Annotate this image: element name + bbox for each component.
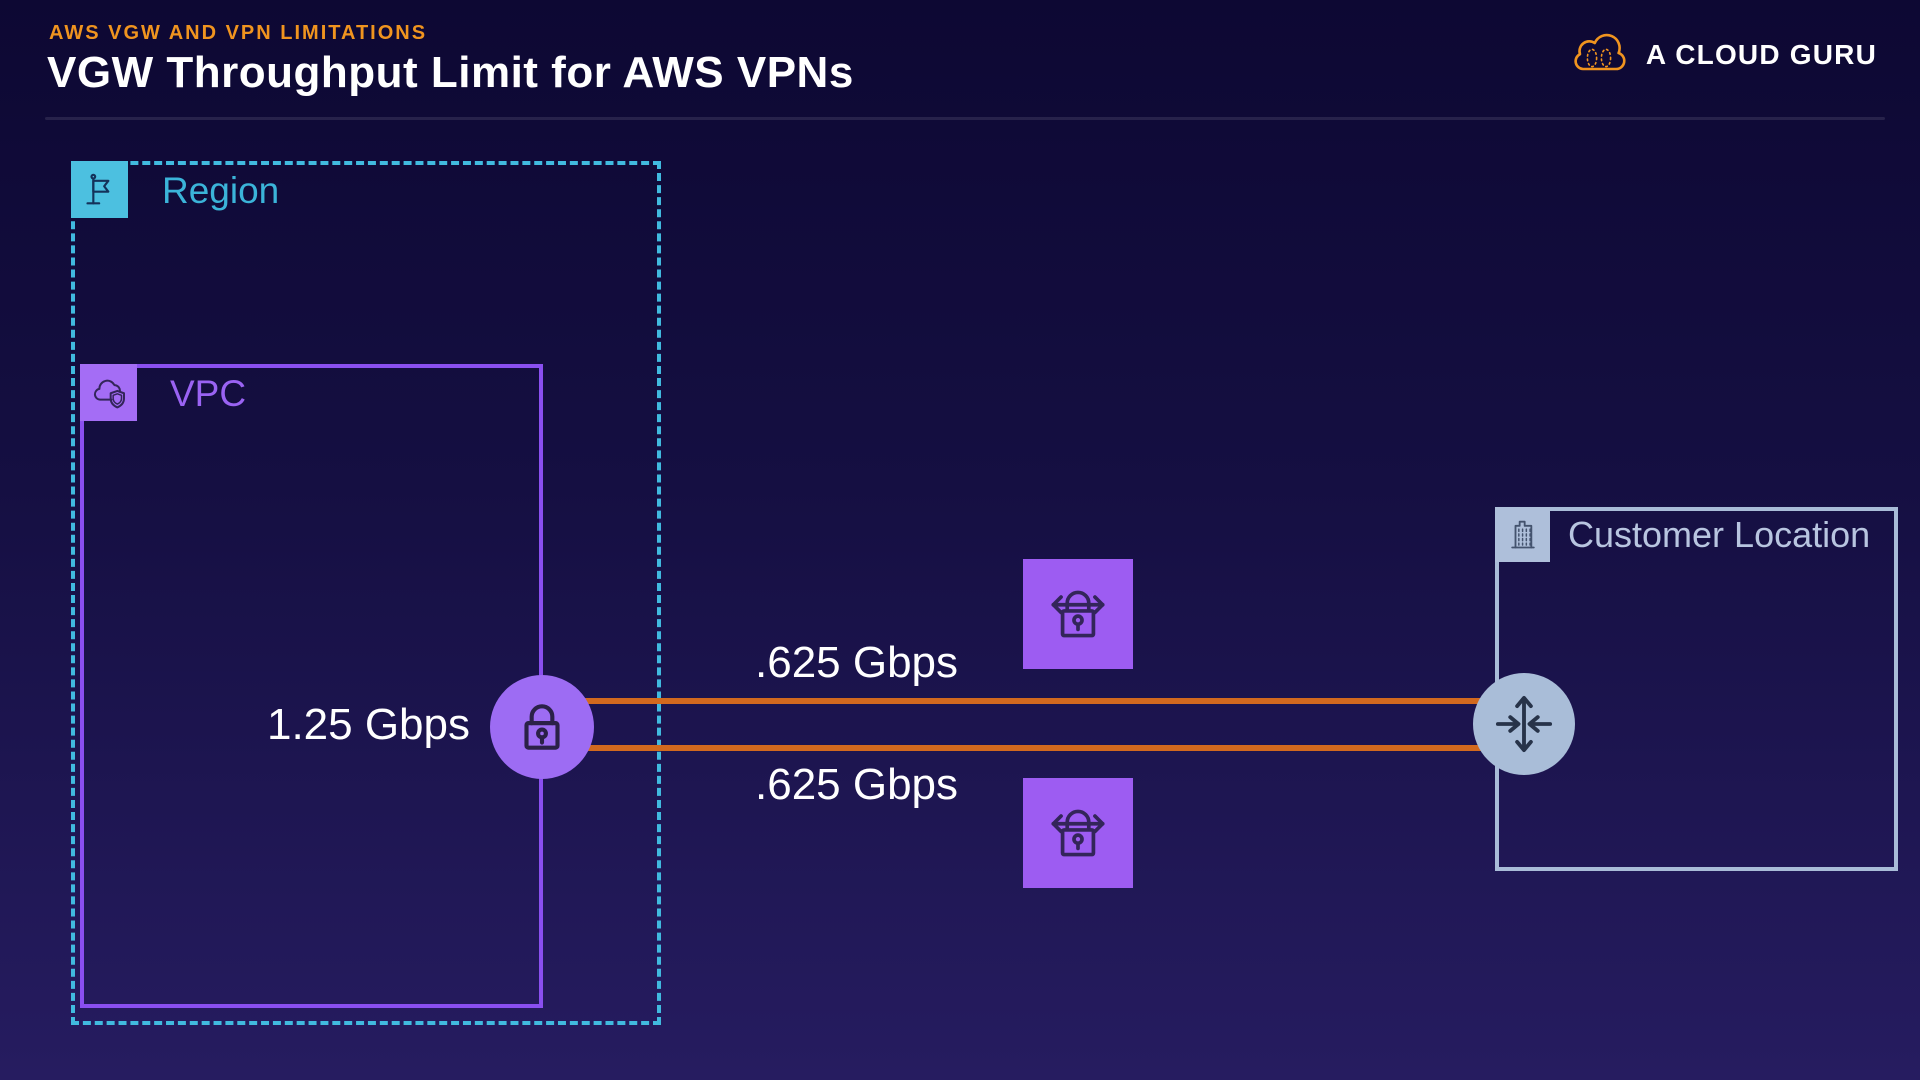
vpn-tunnel-line-1: [542, 698, 1524, 704]
building-icon: [1495, 507, 1550, 562]
customer-location-label: Customer Location: [1568, 514, 1871, 555]
cloud-shield-icon: [80, 364, 137, 421]
tunnel-throughput-label-1: .625 Gbps: [755, 638, 959, 687]
brand-name: A CLOUD GURU: [1645, 39, 1877, 70]
header-divider: [45, 117, 1885, 120]
flag-icon: [71, 161, 128, 218]
region-box: [71, 161, 661, 1025]
vpn-lock-arrow-icon: [1051, 590, 1105, 638]
vpn-lock-arrow-icon: [1051, 809, 1105, 857]
vpc-box: [80, 364, 543, 1008]
router-arrows-icon: [1495, 695, 1553, 753]
lock-icon: [524, 704, 560, 750]
vpn-connection-node-1: [1023, 559, 1133, 669]
vpn-tunnel-line-2: [542, 745, 1524, 751]
customer-gateway-node: [1473, 673, 1575, 775]
brand-logo: A CLOUD GURU: [1568, 30, 1877, 80]
vgw-node: [490, 675, 594, 779]
tunnel-throughput-label-2: .625 Gbps: [755, 760, 959, 809]
cloud-icon: [1574, 33, 1626, 71]
eyebrow: AWS VGW AND VPN LIMITATIONS: [49, 22, 428, 44]
page-title: VGW Throughput Limit for AWS VPNs: [47, 48, 854, 97]
vpc-label: VPC: [170, 373, 247, 414]
vgw-throughput-label: 1.25 Gbps: [266, 700, 470, 749]
region-label: Region: [162, 170, 280, 211]
vpn-connection-node-2: [1023, 778, 1133, 888]
